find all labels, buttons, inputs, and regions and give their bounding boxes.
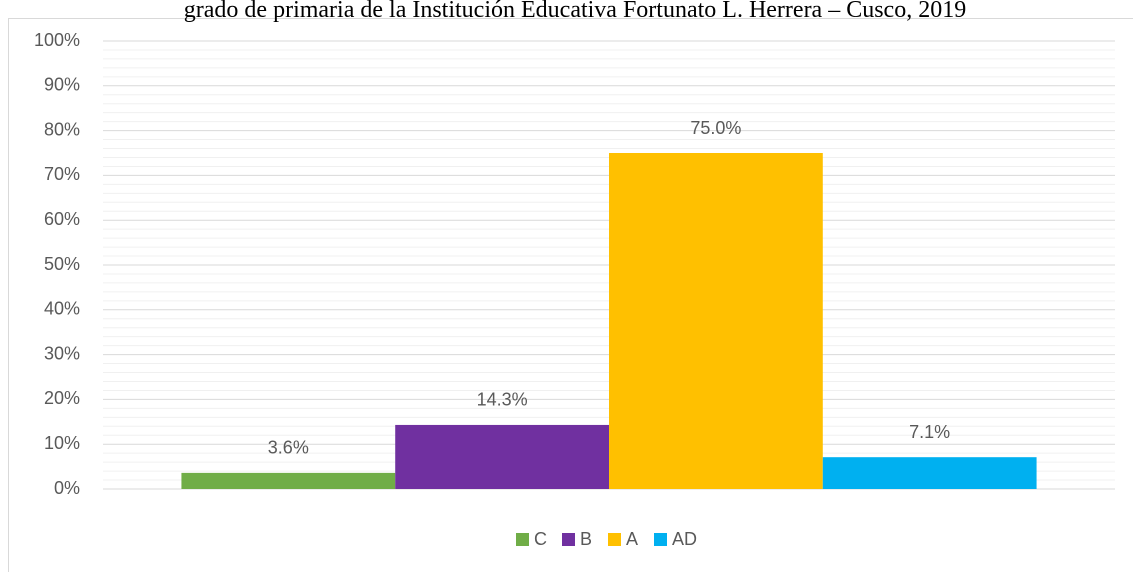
bar <box>181 472 396 489</box>
bar <box>609 153 823 489</box>
y-tick-label: 90% <box>44 75 80 95</box>
data-label: 3.6% <box>268 438 309 458</box>
y-tick-label: 0% <box>54 478 80 498</box>
y-tick-label: 10% <box>44 433 80 453</box>
legend-label: AD <box>672 529 697 549</box>
y-tick-label: 70% <box>44 164 80 184</box>
y-tick-label: 100% <box>34 30 80 50</box>
data-label: 7.1% <box>909 422 950 442</box>
legend-label: C <box>534 529 547 549</box>
legend-swatch <box>654 533 667 546</box>
y-tick-label: 60% <box>44 209 80 229</box>
data-label: 75.0% <box>690 118 741 138</box>
legend-swatch <box>516 533 529 546</box>
bar <box>822 457 1037 489</box>
data-label: 14.3% <box>477 390 528 410</box>
legend-label: B <box>580 529 592 549</box>
legend-swatch <box>608 533 621 546</box>
bar <box>395 424 609 489</box>
chart-title: grado de primaria de la Institución Educ… <box>184 0 966 23</box>
y-tick-label: 50% <box>44 254 80 274</box>
y-tick-label: 20% <box>44 388 80 408</box>
y-tick-label: 30% <box>44 343 80 363</box>
y-tick-label: 40% <box>44 299 80 319</box>
y-tick-label: 80% <box>44 119 80 139</box>
legend-swatch <box>562 533 575 546</box>
legend-label: A <box>626 529 638 549</box>
